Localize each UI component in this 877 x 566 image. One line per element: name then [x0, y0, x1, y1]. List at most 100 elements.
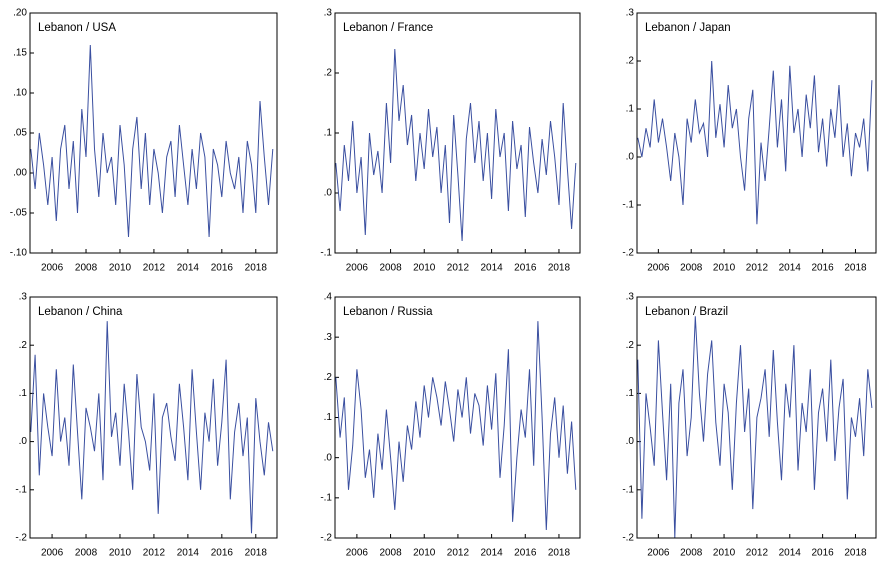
y-tick-label: -.2: [320, 533, 332, 544]
y-tick-label: -.1: [15, 484, 27, 495]
y-tick-label: -.2: [622, 248, 634, 259]
y-tick-label: .3: [19, 292, 28, 303]
x-tick-label: 2014: [779, 263, 802, 274]
y-tick-label: .3: [324, 8, 333, 19]
x-tick-label: 2018: [844, 263, 867, 274]
panel-title: Lebanon / Russia: [343, 306, 433, 318]
x-tick-label: 2006: [41, 548, 64, 559]
y-tick-label: .3: [626, 292, 635, 303]
x-tick-label: 2016: [211, 263, 234, 274]
x-tick-label: 2014: [177, 263, 200, 274]
x-tick-label: 2010: [413, 548, 436, 559]
x-tick-label: 2018: [548, 548, 571, 559]
panel-title: Lebanon / Brazil: [645, 306, 728, 318]
y-tick-label: .4: [324, 292, 333, 303]
x-tick-label: 2012: [746, 548, 769, 559]
y-tick-label: .0: [626, 436, 635, 447]
y-tick-label: .10: [13, 88, 27, 99]
x-tick-label: 2014: [779, 548, 802, 559]
x-tick-label: 2012: [143, 263, 166, 274]
x-tick-label: 2014: [177, 548, 200, 559]
y-tick-label: .15: [13, 48, 27, 59]
plot-frame: [636, 296, 877, 539]
y-tick-label: -.2: [15, 533, 27, 544]
panel: -.10 -.05 .00 .05 .10 .15 .20 2006 2008 2010 2012 2…: [10, 8, 278, 274]
x-tick-label: 2010: [713, 548, 736, 559]
panel-title: Lebanon / Japan: [645, 22, 731, 34]
y-tick-label: .1: [19, 388, 28, 399]
y-tick-label: .20: [13, 8, 27, 19]
y-tick-label: .1: [324, 128, 333, 139]
y-tick-label: -.1: [320, 492, 332, 503]
x-tick-label: 2016: [211, 548, 234, 559]
series-line: [335, 48, 577, 242]
y-tick-label: .2: [324, 68, 333, 79]
x-tick-label: 2018: [548, 263, 571, 274]
x-tick-label: 2016: [514, 263, 537, 274]
y-tick-label: .1: [626, 388, 635, 399]
series-line: [637, 60, 873, 225]
panel-title: Lebanon / USA: [38, 22, 116, 34]
series-line: [335, 321, 577, 531]
y-tick-label: -.1: [622, 200, 634, 211]
x-tick-label: 2018: [245, 548, 268, 559]
panel: -.2 -.1 .0 .1 .2 .3 2006 2008 2010 2012 2014 2016 20…: [622, 292, 877, 559]
y-tick-label: .0: [626, 152, 635, 163]
y-tick-label: .3: [324, 332, 333, 343]
panel: -.2 -.1 .0 .1 .2 .3 2006 2008 2010 2012 2014 2016 20…: [622, 8, 877, 274]
y-tick-label: .2: [19, 340, 28, 351]
x-tick-label: 2014: [480, 548, 503, 559]
y-tick-label: .00: [13, 168, 27, 179]
x-tick-label: 2006: [346, 548, 369, 559]
y-tick-label: .0: [324, 188, 333, 199]
series-line: [637, 316, 873, 539]
plot-frame: [636, 12, 877, 254]
x-tick-label: 2010: [713, 263, 736, 274]
panel: -.1 .0 .1 .2 .3 2006 2008 2010 2012 2014 2016 2018 L…: [320, 8, 581, 274]
plot-frame: [29, 12, 278, 254]
y-tick-label: .0: [324, 452, 333, 463]
y-tick-label: -.1: [622, 484, 634, 495]
x-tick-label: 2006: [647, 263, 670, 274]
x-tick-label: 2018: [245, 263, 268, 274]
y-tick-label: .1: [626, 104, 635, 115]
x-tick-label: 2012: [447, 263, 470, 274]
panel: -.2 -.1 .0 .1 .2 .3 .4 2006 2008 2010 2012 2014 2016…: [320, 292, 581, 559]
x-tick-label: 2008: [75, 548, 98, 559]
plot-frame: [334, 296, 581, 539]
y-tick-label: .2: [324, 372, 333, 383]
y-tick-label: .3: [626, 8, 635, 19]
x-tick-label: 2008: [680, 263, 703, 274]
x-tick-label: 2008: [379, 548, 402, 559]
y-tick-label: -.1: [320, 248, 332, 259]
x-tick-label: 2012: [746, 263, 769, 274]
y-tick-label: -.2: [622, 533, 634, 544]
x-tick-label: 2010: [109, 263, 132, 274]
x-tick-label: 2012: [447, 548, 470, 559]
x-tick-label: 2008: [680, 548, 703, 559]
x-tick-label: 2014: [480, 263, 503, 274]
x-tick-label: 2008: [379, 263, 402, 274]
panel-title: Lebanon / France: [343, 22, 433, 34]
y-tick-label: .2: [626, 56, 635, 67]
panel: -.2 -.1 .0 .1 .2 .3 2006 2008 2010 2012 2014 2016 20…: [15, 292, 278, 559]
x-tick-label: 2016: [811, 263, 834, 274]
y-tick-label: -.10: [10, 248, 28, 259]
x-tick-label: 2012: [143, 548, 166, 559]
x-tick-label: 2010: [413, 263, 436, 274]
plot-frame: [334, 12, 581, 254]
x-tick-label: 2008: [75, 263, 98, 274]
x-tick-label: 2016: [514, 548, 537, 559]
x-tick-label: 2010: [109, 548, 132, 559]
x-tick-label: 2018: [844, 548, 867, 559]
y-tick-label: .1: [324, 412, 333, 423]
plot-frame: [29, 296, 278, 539]
x-tick-label: 2006: [41, 263, 64, 274]
series-line: [30, 321, 274, 534]
x-tick-label: 2016: [811, 548, 834, 559]
series-line: [30, 44, 274, 238]
panel-title: Lebanon / China: [38, 306, 123, 318]
y-tick-label: .2: [626, 340, 635, 351]
y-tick-label: -.05: [10, 208, 28, 219]
